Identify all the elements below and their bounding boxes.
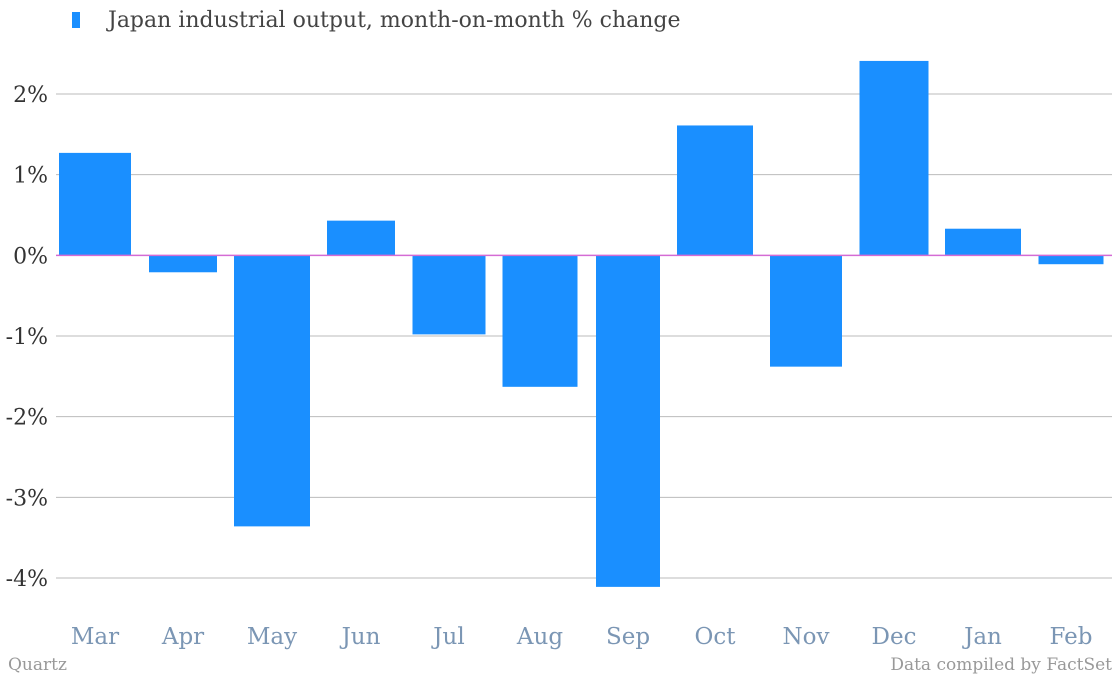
y-tick-label: -3% xyxy=(6,486,48,511)
x-tick-label: Feb xyxy=(1049,624,1092,650)
legend-label: Japan industrial output, month-on-month … xyxy=(108,7,681,33)
y-tick-label: 2% xyxy=(13,83,48,108)
bar-jun xyxy=(327,220,395,256)
bar-dec xyxy=(859,60,929,256)
y-axis-tick-labels: 2% 1% 0% -1% -2% -3% -4% xyxy=(6,83,48,592)
x-tick-label: Nov xyxy=(783,624,830,650)
y-tick-label: -4% xyxy=(6,567,48,592)
y-tick-label: 1% xyxy=(13,164,48,189)
bar-may xyxy=(234,255,310,527)
x-tick-label: Jul xyxy=(431,624,464,650)
x-tick-label: May xyxy=(247,624,297,650)
y-tick-label: 0% xyxy=(13,244,48,269)
bar-jan xyxy=(945,228,1021,256)
bar-apr xyxy=(149,255,217,273)
bar-mar xyxy=(59,152,131,256)
bar-feb xyxy=(1038,255,1104,265)
gridlines xyxy=(56,93,1112,579)
bars xyxy=(59,60,1104,587)
bar-nov xyxy=(770,255,842,367)
x-tick-label: Oct xyxy=(695,624,737,650)
x-tick-label: Mar xyxy=(71,624,119,650)
bar-oct xyxy=(677,125,753,256)
x-axis-tick-labels: Mar Apr May Jun Jul Aug Sep Oct Nov Dec Jan Feb xyxy=(71,624,1093,650)
x-tick-label: Sep xyxy=(606,624,650,650)
x-tick-label: Aug xyxy=(516,624,563,650)
footer-source-right: Data compiled by FactSet xyxy=(890,655,1112,675)
bar-sep xyxy=(596,255,660,587)
legend-swatch xyxy=(72,12,80,28)
bar-jul xyxy=(412,255,486,335)
y-tick-label: -2% xyxy=(6,406,48,431)
legend: Japan industrial output, month-on-month … xyxy=(72,4,681,36)
y-tick-label: -1% xyxy=(6,325,48,350)
bar-aug xyxy=(502,255,578,387)
footer-source-left: Quartz xyxy=(8,655,67,675)
x-tick-label: Apr xyxy=(161,624,204,650)
x-tick-label: Dec xyxy=(872,624,917,650)
x-tick-label: Jan xyxy=(962,624,1002,650)
x-tick-label: Jun xyxy=(340,624,381,650)
